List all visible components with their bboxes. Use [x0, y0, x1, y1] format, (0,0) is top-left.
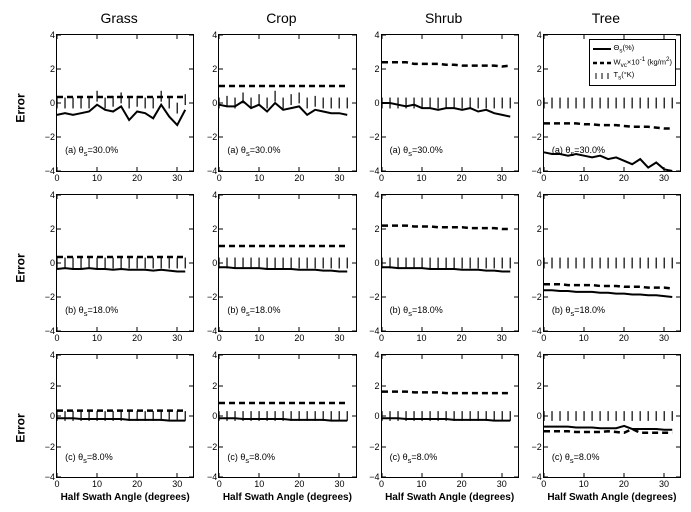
panel: −4−20240102030Half Swath Angle (degrees)…: [525, 348, 687, 508]
x-axis-label: Half Swath Angle (degrees): [223, 492, 352, 503]
x-axis-label: Half Swath Angle (degrees): [61, 492, 190, 503]
panel-annotation: (c) θs=8.0%: [227, 452, 275, 465]
column-title: Shrub: [363, 4, 525, 28]
panel: −4−20240102030 (b) θs=18.0%: [38, 188, 200, 348]
column-title: Tree: [525, 4, 687, 28]
panel: −4−20240102030 (a) θs=30.0%: [38, 28, 200, 188]
panel: −4−20240102030 (b) θs=18.0%: [363, 188, 525, 348]
x-axis-label: Half Swath Angle (degrees): [385, 492, 514, 503]
panel-annotation: (a) θs=30.0%: [552, 145, 605, 158]
panel: −4−20240102030 (a) θs=30.0% Θs(%)Wvc×10-…: [525, 28, 687, 188]
y-axis-label: Error: [14, 413, 28, 442]
panel-annotation: (a) θs=30.0%: [227, 145, 280, 158]
panel: −4−20240102030Half Swath Angle (degrees)…: [363, 348, 525, 508]
panel-annotation: (b) θs=18.0%: [227, 305, 280, 318]
x-axis-label: Half Swath Angle (degrees): [547, 492, 676, 503]
panel: −4−20240102030Half Swath Angle (degrees)…: [38, 348, 200, 508]
column-title: Grass: [38, 4, 200, 28]
legend-item: Θs(%): [593, 43, 672, 56]
plot-area: −4−20240102030Half Swath Angle (degrees)…: [381, 354, 519, 478]
panel-annotation: (c) θs=8.0%: [552, 452, 600, 465]
plot-area: −4−20240102030 (a) θs=30.0%: [381, 34, 519, 172]
legend-box: Θs(%)Wvc×10-1 (kg/m2)Ts(°K): [589, 39, 676, 86]
panel-annotation: (b) θs=18.0%: [390, 305, 443, 318]
legend-item: Wvc×10-1 (kg/m2): [593, 56, 672, 70]
panel: −4−20240102030Half Swath Angle (degrees)…: [200, 348, 362, 508]
plot-area: −4−20240102030Half Swath Angle (degrees)…: [543, 354, 681, 478]
plot-area: −4−20240102030 (b) θs=18.0%: [218, 194, 356, 332]
panel-annotation: (a) θs=30.0%: [390, 145, 443, 158]
plot-area: −4−20240102030 (b) θs=18.0%: [381, 194, 519, 332]
panel: −4−20240102030 (b) θs=18.0%: [200, 188, 362, 348]
panel-annotation: (b) θs=18.0%: [65, 305, 118, 318]
panel-annotation: (a) θs=30.0%: [65, 145, 118, 158]
plot-area: −4−20240102030 (a) θs=30.0% Θs(%)Wvc×10-…: [543, 34, 681, 172]
panel: −4−20240102030 (a) θs=30.0%: [200, 28, 362, 188]
panel-annotation: (b) θs=18.0%: [552, 305, 605, 318]
plot-area: −4−20240102030 (a) θs=30.0%: [218, 34, 356, 172]
plot-area: −4−20240102030 (a) θs=30.0%: [56, 34, 194, 172]
plot-area: −4−20240102030 (b) θs=18.0%: [543, 194, 681, 332]
y-axis-label: Error: [14, 253, 28, 282]
plot-area: −4−20240102030 (b) θs=18.0%: [56, 194, 194, 332]
panel: −4−20240102030 (b) θs=18.0%: [525, 188, 687, 348]
panel: −4−20240102030 (a) θs=30.0%: [363, 28, 525, 188]
legend-item: Ts(°K): [593, 70, 672, 83]
y-axis-label: Error: [14, 93, 28, 122]
chart-grid: GrassCropShrubTree Error −4−20240102030 (…: [0, 0, 691, 512]
panel-annotation: (c) θs=8.0%: [65, 452, 113, 465]
panel-annotation: (c) θs=8.0%: [390, 452, 438, 465]
plot-area: −4−20240102030Half Swath Angle (degrees)…: [218, 354, 356, 478]
column-title: Crop: [200, 4, 362, 28]
plot-area: −4−20240102030Half Swath Angle (degrees)…: [56, 354, 194, 478]
